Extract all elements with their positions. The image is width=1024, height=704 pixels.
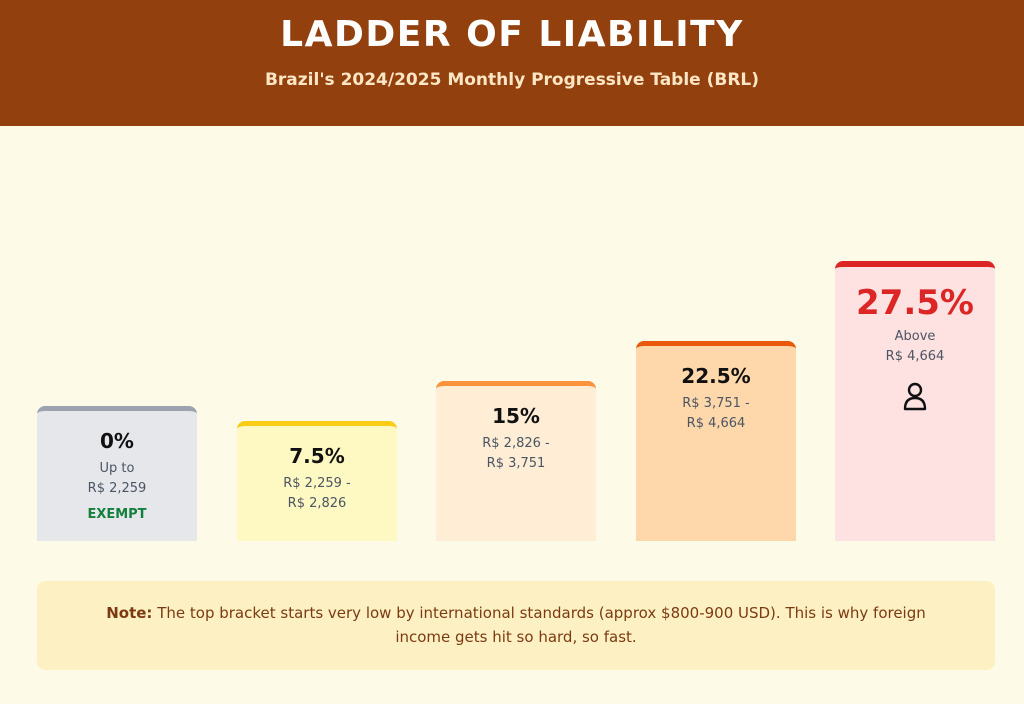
bracket-range-line-1: Above [894, 329, 936, 344]
bracket-rate-top: 27.5% [856, 283, 974, 323]
bracket-rate: 7.5% [289, 444, 345, 468]
bracket-step-0: 0% Up to R$ 2,259 EXEMPT [37, 406, 197, 541]
bracket-range-line-1: R$ 2,826 - [482, 436, 550, 451]
note-text: The top bracket starts very low by inter… [157, 604, 926, 646]
page-subtitle: Brazil's 2024/2025 Monthly Progressive T… [264, 70, 760, 90]
bracket-step-1: 7.5% R$ 2,259 - R$ 2,826 [237, 421, 397, 541]
bracket-range-line-2: R$ 2,259 [87, 481, 147, 496]
bracket-range-line-1: R$ 3,751 - [682, 396, 750, 411]
page-title: LADDER OF LIABILITY [280, 14, 744, 55]
bracket-rate: 0% [100, 429, 134, 453]
exempt-badge: EXEMPT [87, 507, 147, 522]
bracket-range: R$ 2,826 - R$ 3,751 [436, 434, 596, 474]
bracket-range: Above R$ 4,664 [835, 327, 995, 367]
bracket-rate: 22.5% [681, 364, 751, 388]
bracket-step-2: 15% R$ 2,826 - R$ 3,751 [436, 381, 596, 541]
bracket-range: R$ 2,259 - R$ 2,826 [237, 474, 397, 514]
bracket-range: Up to R$ 2,259 [37, 459, 197, 499]
note-box: Note: The top bracket starts very low by… [37, 581, 995, 670]
bracket-step-4: 27.5% Above R$ 4,664 [835, 261, 995, 541]
person-icon [903, 382, 927, 411]
bracket-range-line-2: R$ 4,664 [885, 349, 945, 364]
bracket-step-3: 22.5% R$ 3,751 - R$ 4,664 [636, 341, 796, 541]
bracket-range-line-2: R$ 4,664 [686, 416, 746, 431]
bracket-range: R$ 3,751 - R$ 4,664 [636, 394, 796, 434]
header-banner: LADDER OF LIABILITY Brazil's 2024/2025 M… [0, 0, 1024, 126]
bracket-range-line-1: Up to [99, 461, 135, 476]
note-label: Note: [106, 604, 153, 622]
bracket-range-line-2: R$ 3,751 [486, 456, 546, 471]
bracket-rate: 15% [492, 404, 540, 428]
bracket-range-line-2: R$ 2,826 [287, 496, 347, 511]
bracket-range-line-1: R$ 2,259 - [283, 476, 351, 491]
